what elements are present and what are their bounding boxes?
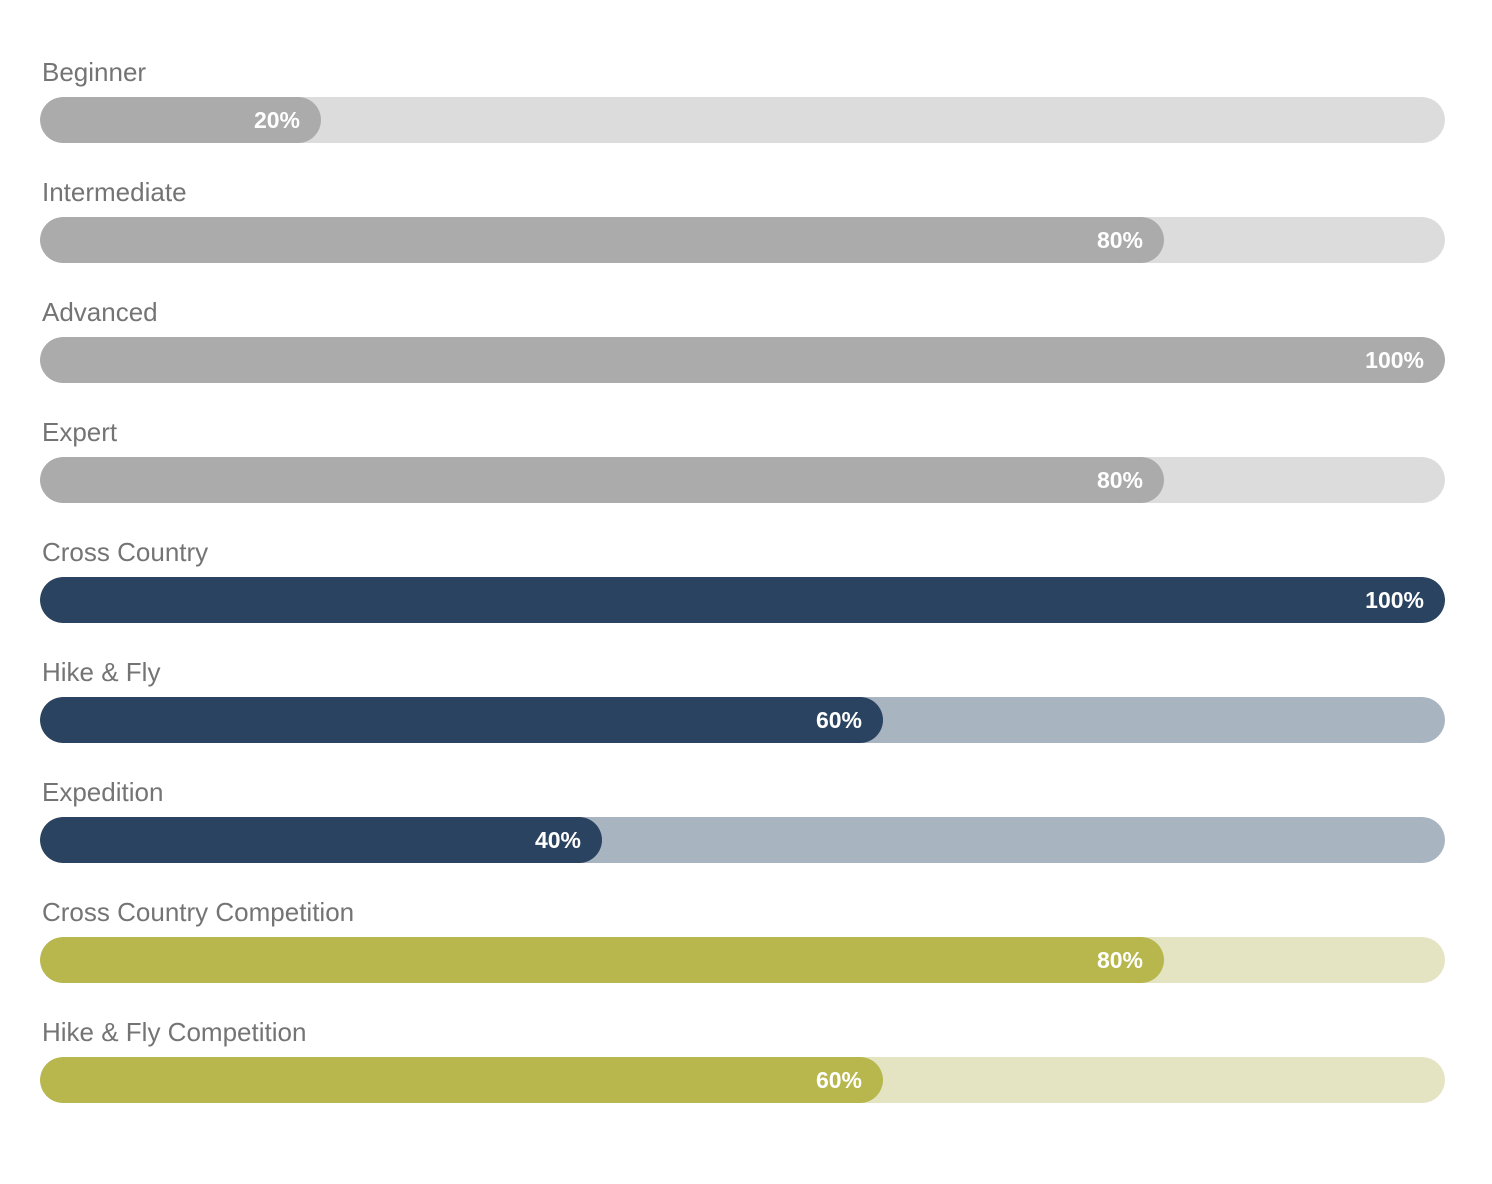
progress-fill: 80% (40, 457, 1164, 503)
rating-row-cross-country-competition: Cross Country Competition 80% (40, 897, 1445, 983)
progress-track: 100% (40, 337, 1445, 383)
progress-track: 80% (40, 937, 1445, 983)
progress-percent-label: 40% (534, 826, 581, 853)
rating-label: Expert (42, 417, 118, 447)
rating-row-hike-and-fly: Hike & Fly 60% (40, 657, 1445, 743)
progress-percent-label: 100% (1365, 346, 1424, 373)
progress-percent-label: 80% (1096, 466, 1143, 493)
rating-label: Expedition (42, 777, 164, 807)
rating-label: Cross Country (42, 537, 209, 567)
rating-row-hike-and-fly-competition: Hike & Fly Competition 60% (40, 1017, 1445, 1103)
progress-percent-label: 60% (815, 706, 862, 733)
progress-fill: 80% (40, 937, 1164, 983)
rating-row-advanced: Advanced 100% (40, 297, 1445, 383)
progress-track: 60% (40, 697, 1445, 743)
progress-percent-label: 80% (1096, 946, 1143, 973)
rating-label: Hike & Fly (42, 657, 161, 687)
progress-track: 80% (40, 457, 1445, 503)
rating-label: Advanced (42, 297, 158, 327)
rating-label: Beginner (42, 57, 147, 87)
progress-percent-label: 80% (1096, 226, 1143, 253)
progress-percent-label: 20% (253, 106, 300, 133)
progress-fill: 20% (40, 97, 321, 143)
rating-row-cross-country: Cross Country 100% (40, 537, 1445, 623)
progress-percent-label: 60% (815, 1066, 862, 1093)
progress-fill: 80% (40, 217, 1164, 263)
progress-fill: 60% (40, 697, 883, 743)
progress-fill: 100% (40, 577, 1445, 623)
progress-fill: 60% (40, 1057, 883, 1103)
rating-row-intermediate: Intermediate 80% (40, 177, 1445, 263)
rating-row-expedition: Expedition 40% (40, 777, 1445, 863)
progress-percent-label: 100% (1365, 586, 1424, 613)
rating-row-expert: Expert 80% (40, 417, 1445, 503)
progress-track: 80% (40, 217, 1445, 263)
skill-rating-chart: Beginner 20% Intermediate 80% Advanced 1… (40, 57, 1445, 1103)
rating-label: Intermediate (42, 177, 187, 207)
progress-track: 100% (40, 577, 1445, 623)
rating-row-beginner: Beginner 20% (40, 57, 1445, 143)
rating-label: Cross Country Competition (42, 897, 355, 927)
progress-track: 20% (40, 97, 1445, 143)
progress-track: 60% (40, 1057, 1445, 1103)
progress-fill: 40% (40, 817, 602, 863)
progress-track: 40% (40, 817, 1445, 863)
rating-label: Hike & Fly Competition (42, 1017, 307, 1047)
progress-fill: 100% (40, 337, 1445, 383)
